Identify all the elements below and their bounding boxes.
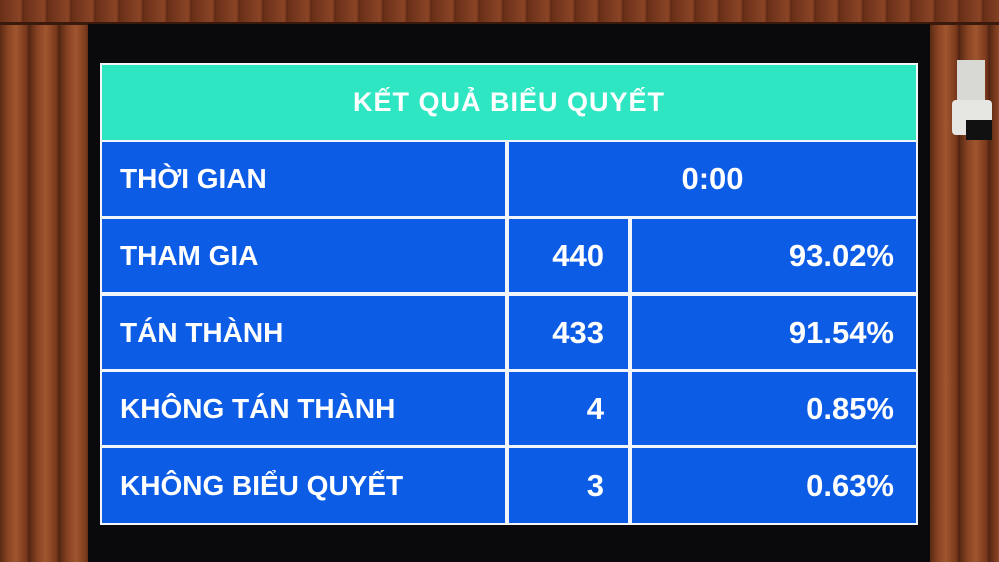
- row-label: KHÔNG TÁN THÀNH: [102, 372, 505, 445]
- row-percent: 0.63%: [632, 448, 916, 523]
- row-count: 4: [509, 372, 628, 445]
- time-value: 0:00: [509, 142, 916, 216]
- row-count: 3: [509, 448, 628, 523]
- board-title: KẾT QUẢ BIỂU QUYẾT: [102, 65, 916, 140]
- row-percent: 0.85%: [632, 372, 916, 445]
- row-label: TÁN THÀNH: [102, 296, 505, 369]
- row-percent: 91.54%: [632, 296, 916, 369]
- vote-results-board: KẾT QUẢ BIỂU QUYẾT THỜI GIAN 0:00 THAM G…: [100, 63, 918, 525]
- row-label: THAM GIA: [102, 219, 505, 292]
- camera-icon: [952, 60, 992, 140]
- row-percent: 93.02%: [632, 219, 916, 292]
- row-count: 433: [509, 296, 628, 369]
- row-label: KHÔNG BIỂU QUYẾT: [102, 448, 505, 523]
- wood-rail: [0, 0, 999, 25]
- time-label: THỜI GIAN: [102, 142, 505, 216]
- row-count: 440: [509, 219, 628, 292]
